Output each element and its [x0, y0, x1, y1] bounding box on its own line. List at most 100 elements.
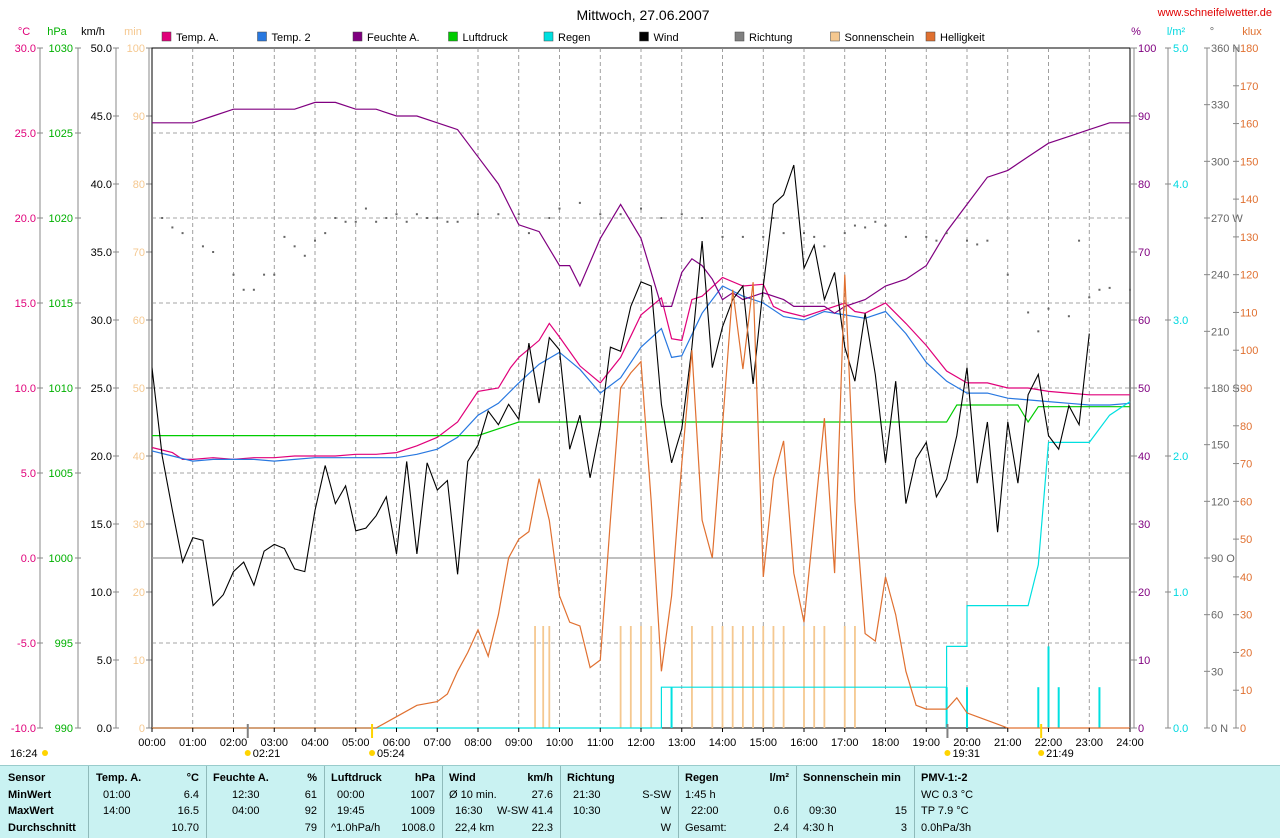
chart-legend: Temp. A. Temp. 2 Feuchte A. Luftdruck Regen W… [161, 31, 985, 44]
stats-header-direction: Richtung [567, 772, 615, 784]
sunshine-tick-label: 70 [133, 247, 145, 259]
hum-min-value: 61 [304, 789, 317, 801]
direction-point [823, 245, 826, 248]
humidity-tick-label: 10 [1138, 655, 1150, 667]
legend-label: Luftdruck [463, 32, 509, 44]
row-label-min: MinWert [8, 789, 52, 801]
direction-point [864, 226, 867, 229]
direction-point [813, 235, 816, 238]
pmv-tp: TP 7.9 °C [921, 805, 969, 817]
legend-swatch [830, 31, 840, 42]
x-tick-label: 14:00 [709, 737, 737, 749]
brightness-tick-label: 20 [1240, 647, 1252, 659]
direction-point [293, 245, 296, 248]
dir-min-value: S-SW [642, 789, 671, 801]
press-max-value: 1009 [410, 805, 435, 817]
stats-unit-rain: l/m² [769, 772, 789, 784]
temp-avg-value: 10.70 [171, 822, 199, 834]
brightness-tick-label: 30 [1240, 610, 1252, 622]
legend-swatch [543, 31, 554, 42]
direction-point [405, 220, 408, 223]
stats-header-wind: Wind [449, 772, 476, 784]
brightness-tick-label: 100 [1240, 345, 1258, 357]
direction-point [843, 232, 846, 235]
brightness-tick-label: 140 [1240, 194, 1258, 206]
stats-col-rain: Regen l/m² 1:45 h 22:00 0.6 Gesamt: 2.4 [678, 766, 797, 838]
series-line-wind [151, 164, 1090, 607]
direction-point [853, 224, 856, 227]
hum-avg-value: 79 [304, 822, 317, 834]
legend-swatch [352, 31, 363, 42]
direction-point [1067, 315, 1070, 318]
dir-max-value: W [660, 805, 671, 817]
rain-duration: 1:45 h [685, 789, 716, 801]
dir-avg-value: W [660, 822, 671, 834]
sun-max-time: 09:30 [809, 805, 837, 817]
direction-tick-label: 180 S [1211, 383, 1240, 395]
direction-tick-label: 300 [1211, 156, 1229, 168]
direction-point [232, 273, 235, 276]
direction-point [1027, 311, 1030, 314]
humidity-tick-label: 0 [1138, 723, 1144, 735]
series-line-temp-a- [151, 276, 1130, 461]
humidity-tick-label: 40 [1138, 451, 1150, 463]
direction-point [324, 232, 327, 235]
stats-col-direction: Richtung 21:30 S-SW 10:30 W W [560, 766, 679, 838]
right-axes: 1009080706050403020100%5.04.03.02.01.00.… [1131, 26, 1262, 735]
direction-point [1047, 307, 1050, 310]
temp-tick-label: -5.0 [17, 638, 36, 650]
left-time-label: 16:24 [10, 748, 38, 760]
wind-tick-label: 50.0 [91, 43, 112, 55]
direction-point [242, 288, 245, 291]
direction-point [201, 245, 204, 248]
direction-point [1098, 288, 1101, 291]
x-tick-label: 19:00 [912, 737, 940, 749]
legend-swatch [925, 31, 936, 42]
direction-axis-label: ° [1210, 26, 1214, 38]
direction-point [680, 213, 683, 216]
temp-min-time: 01:00 [103, 789, 131, 801]
rain-axis-label: l/m² [1167, 26, 1186, 38]
wind-tick-label: 30.0 [91, 315, 112, 327]
pressure-tick-label: 1005 [49, 468, 73, 480]
press-min-time: 00:00 [337, 789, 365, 801]
x-tick-label: 03:00 [260, 737, 288, 749]
direction-tick-label: 150 [1211, 440, 1229, 452]
direction-point [517, 213, 520, 216]
legend-label: Regen [558, 32, 590, 44]
sun-marker-icon [1038, 750, 1045, 756]
press-avg-value: 1008.0 [401, 822, 435, 834]
stats-unit-humidity: % [307, 772, 317, 784]
stats-col-pmv: PMV-1:-2 WC 0.3 °C TP 7.9 °C 0.0hPa/3h [914, 766, 1280, 838]
stats-header-rain: Regen [685, 772, 719, 784]
x-tick-label: 23:00 [1075, 737, 1103, 749]
stats-header-humidity: Feuchte A. [213, 772, 269, 784]
pressure-tick-label: 995 [55, 638, 73, 650]
dir-max-time: 10:30 [573, 805, 601, 817]
x-tick-label: 18:00 [872, 737, 900, 749]
direction-point [497, 213, 500, 216]
brightness-tick-label: 130 [1240, 232, 1258, 244]
direction-point [558, 207, 561, 210]
humidity-tick-label: 20 [1138, 587, 1150, 599]
stats-col-sensor: Sensor MinWert MaxWert Durchschnitt [0, 766, 88, 838]
legend-swatch [448, 31, 458, 42]
direction-point [1078, 239, 1081, 242]
x-tick-label: 17:00 [831, 737, 859, 749]
temp-min-value: 6.4 [183, 789, 199, 801]
site-url[interactable]: www.schneifelwetter.de [1157, 7, 1272, 19]
stats-header-sunshine: Sonnenschein min [803, 772, 901, 784]
stats-unit-wind: km/h [527, 772, 553, 784]
legend-swatch [161, 31, 172, 42]
brightness-tick-label: 80 [1240, 421, 1252, 433]
brightness-tick-label: 0 [1240, 723, 1246, 735]
direction-point [171, 226, 174, 229]
direction-point [966, 239, 968, 242]
direction-point [976, 243, 979, 246]
brightness-tick-label: 70 [1240, 459, 1252, 471]
direction-point [436, 217, 439, 219]
x-tick-label: 05:00 [342, 737, 370, 749]
pressure-tick-label: 1025 [49, 128, 73, 140]
x-tick-label: 07:00 [423, 737, 451, 749]
x-tick-label: 11:00 [587, 737, 614, 749]
